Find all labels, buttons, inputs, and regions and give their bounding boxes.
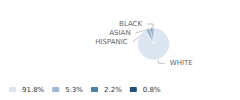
svg-text:ASIAN: ASIAN [109,29,130,37]
svg-text:0.8%: 0.8% [143,86,161,94]
svg-text:HISPANIC: HISPANIC [95,38,128,46]
svg-text:BLACK: BLACK [119,20,142,28]
svg-text:WHITE: WHITE [170,59,193,67]
svg-text:5.3%: 5.3% [65,86,83,94]
svg-text:2.2%: 2.2% [104,86,122,94]
svg-text:91.8%: 91.8% [22,86,45,94]
